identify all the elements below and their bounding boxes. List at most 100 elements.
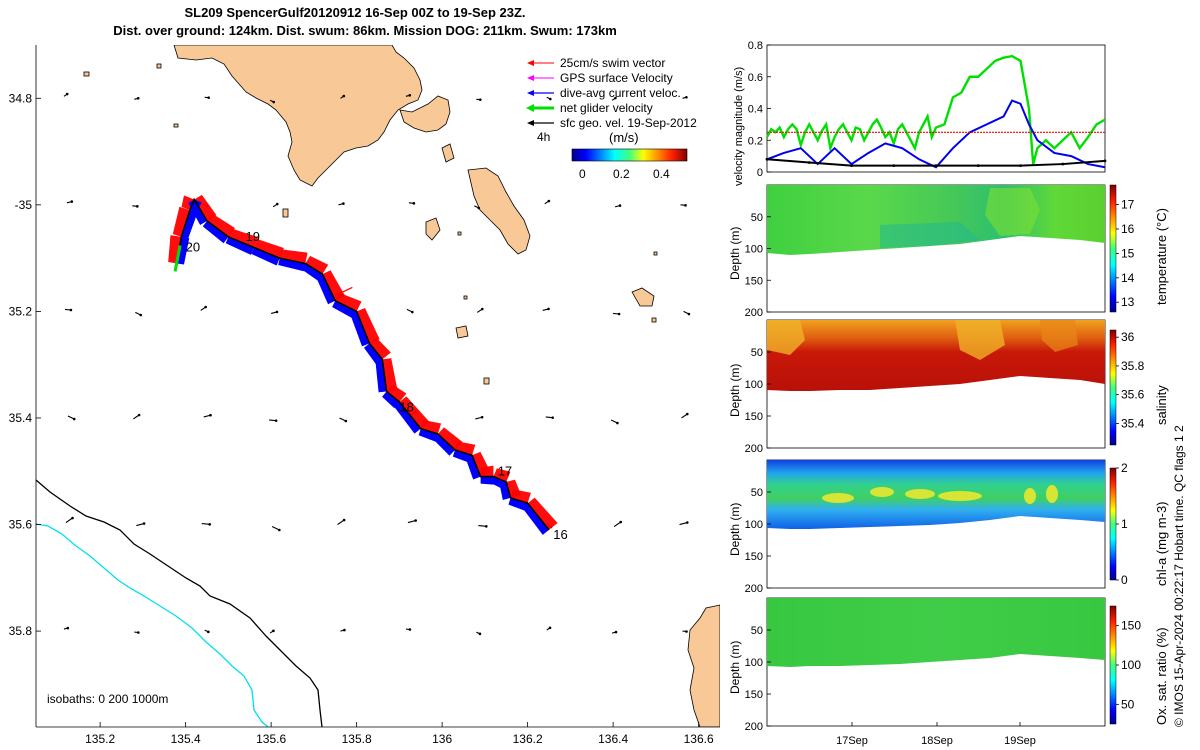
map-y-tick-label: 35.2 (9, 304, 33, 318)
surface-vector-head (685, 95, 688, 99)
surface-vector-head (480, 307, 484, 311)
surface-vector-head (547, 199, 551, 203)
surface-vector-head (547, 307, 550, 311)
legend-label-dive-avg: dive-avg current veloc. (560, 86, 681, 100)
depth-tick-label: 200 (745, 721, 763, 733)
chla-colorbar (1109, 467, 1117, 581)
current-vector-swath (382, 391, 400, 409)
depth-tick-label: 50 (751, 212, 763, 224)
surface-vector-head (275, 202, 279, 206)
salinity-fresh-patch-3 (1040, 320, 1078, 352)
swim-vector-swath (454, 441, 476, 456)
current-vector-swath (490, 476, 507, 490)
map-y-tick-label: -35 (15, 198, 33, 212)
colorbar-tick-label: 100 (1121, 658, 1141, 672)
map-x-tick-label: 136.6 (684, 732, 714, 746)
velocity-series-point (1103, 159, 1107, 163)
current-vector-swath (278, 258, 306, 272)
velocity-y-tick-label: 0.8 (748, 40, 763, 52)
salinity-colorbar-label: salinity (1154, 385, 1169, 425)
swim-vector-swath (369, 337, 391, 360)
map-x-tick-label: 135.2 (85, 732, 115, 746)
day-label: 17 (498, 463, 512, 478)
depth-tick-label: 100 (745, 657, 763, 669)
swim-vector-swath (228, 228, 259, 248)
salinity-fresh-patch-1 (767, 320, 805, 355)
temperature-colorbar-label: temperature (°C) (1154, 208, 1169, 305)
surface-vector-head (136, 205, 139, 208)
map-legend: 25cm/s swim vector GPS surface Velocity … (526, 56, 697, 144)
legend-4h-label: 4h (537, 130, 550, 144)
surface-vector-head (136, 96, 140, 100)
surface-vector (613, 521, 622, 527)
oxygen-panel (766, 597, 1117, 727)
surface-vector-head (137, 631, 140, 634)
temperature-panel (766, 184, 1117, 313)
land-island-small3 (631, 287, 655, 307)
legend-label-swim: 25cm/s swim vector (560, 56, 665, 70)
current-vector-swath (202, 220, 229, 244)
velocity-panel: 0 0.2 0.4 0.6 0.8 (748, 40, 1107, 179)
surface-vector-head (342, 202, 345, 205)
current-vector-swath (225, 236, 255, 255)
surface-vector-head (411, 310, 414, 314)
speed-colorbar-tick: 0 (579, 167, 586, 181)
surface-vector-head (614, 630, 618, 634)
current-vector-swath (375, 359, 387, 393)
colorbar-tick-label: 150 (1121, 619, 1141, 633)
depth-tick-label: 100 (745, 244, 763, 256)
surface-vector-head (142, 522, 146, 525)
surface-vector-head (72, 417, 76, 421)
legend-item-net: net glider velocity (526, 101, 653, 115)
isobath-200m (36, 479, 323, 727)
surface-vector-head (272, 629, 275, 633)
oxygen-colorbar-label: Ox. sat. ratio (%) (1154, 627, 1169, 725)
current-vector-swath (251, 247, 280, 266)
time-tick-label: 17Sep (836, 735, 868, 747)
time-tick-label: 18Sep (921, 735, 953, 747)
depth-tick-label: 150 (745, 689, 763, 701)
velocity-series (765, 54, 1107, 169)
swim-vector-swath (279, 249, 308, 264)
surface-vector-head (278, 528, 281, 532)
depth-tick-label: 200 (745, 307, 763, 319)
surface-vector-head (414, 519, 417, 522)
net-velocity-arrow (173, 245, 182, 272)
speed-colorbar-bar (571, 148, 688, 162)
colorbar-tick-label: 13 (1121, 295, 1135, 309)
day-label: 20 (186, 239, 200, 254)
legend-label-gps: GPS surface Velocity (560, 71, 673, 85)
swim-vector-swath (172, 206, 190, 237)
current-vector-swath (332, 300, 357, 319)
swim-vector-swath (356, 308, 380, 344)
temperature-ylabel: Depth (m) (728, 226, 742, 280)
surface-vector-head (65, 92, 69, 96)
depth-tick-label: 150 (745, 275, 763, 287)
depth-tick-label: 150 (745, 551, 763, 563)
surface-vector-head (480, 415, 484, 419)
colorbar-tick-label: 50 (1121, 697, 1135, 711)
oxygen-colorbar (1109, 605, 1117, 725)
surface-vector (271, 526, 280, 531)
land-island-small4 (455, 325, 469, 339)
legend-item-gps: GPS surface Velocity (527, 71, 673, 85)
map-y-tick-label: 35.6 (9, 518, 33, 532)
surface-vector-head (70, 200, 74, 203)
velocity-series-point (807, 161, 811, 164)
day-label: 16 (553, 527, 567, 542)
surface-vector-head (614, 96, 617, 100)
temperature-colorbar (1109, 184, 1117, 313)
surface-vector-head (686, 412, 689, 416)
surface-vector-head (685, 630, 688, 633)
surface-vector-head (139, 313, 143, 317)
speed-colorbar-tick: 0.2 (613, 167, 630, 181)
colorbar-tick-label: 15 (1121, 246, 1135, 260)
speed-colorbar-tick: 0.4 (653, 167, 670, 181)
velocity-y-tick-label: 0 (757, 167, 763, 179)
swim-vector-arrow (334, 286, 353, 296)
land-island-small1 (425, 217, 441, 241)
colorbar-tick-label: 35.6 (1121, 388, 1145, 402)
velocity-series-point (850, 164, 853, 168)
surface-vector-head (207, 96, 211, 99)
velocity-series-line (766, 99, 1106, 169)
